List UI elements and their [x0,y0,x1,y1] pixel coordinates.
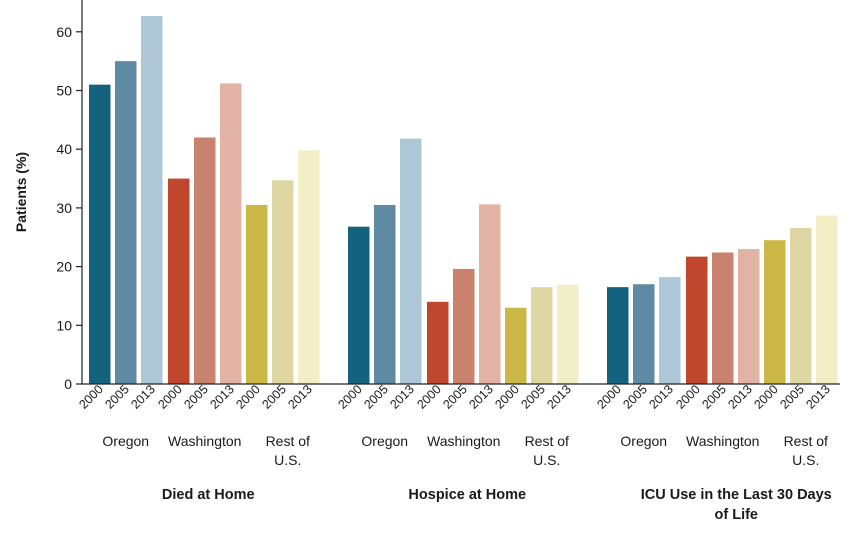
region-label: Oregon [620,433,667,449]
region-label: Washington [427,433,500,449]
bar [89,84,111,384]
bar [400,138,422,384]
bar [115,61,137,385]
x-tick-label: 2013 [128,382,158,412]
region-label: U.S. [274,452,301,468]
y-tick-label: 50 [56,83,72,99]
y-tick-label: 20 [56,259,72,275]
x-tick-label: 2013 [466,382,496,412]
y-tick-label: 30 [56,200,72,216]
bar [348,226,370,384]
bar [427,301,449,384]
x-tick-label: 2005 [699,382,729,412]
region-label: U.S. [792,452,819,468]
bar [607,287,629,384]
region-label: Rest of [784,433,828,449]
bar [272,180,294,384]
bar [374,204,396,384]
panel-title: ICU Use in the Last 30 Days [641,487,832,503]
panel-title: Died at Home [162,487,255,503]
panel-title: Hospice at Home [408,487,526,503]
bar [531,287,553,384]
bar [816,215,838,384]
bar [194,137,216,384]
bar [220,83,242,385]
bar [479,204,501,384]
bar [633,284,655,384]
bar [790,227,812,384]
x-tick-label: 2005 [181,382,211,412]
bar [659,277,681,384]
y-axis-label: Patients (%) [13,152,29,232]
region-label: Rest of [525,433,569,449]
bars [89,15,838,385]
bar [738,248,760,384]
x-tick-label: 2000 [594,382,624,412]
bar [246,204,268,384]
x-tick-label: 2013 [285,382,315,412]
x-tick-label: 2013 [544,382,574,412]
bar [298,150,320,384]
bar [557,284,579,384]
y-axis: 0 10 20 30 40 50 60 [56,0,83,392]
x-tick-label: 2013 [646,382,676,412]
x-tick-label: 2000 [751,382,781,412]
x-tick-label: 2005 [259,382,289,412]
bar [141,15,163,385]
region-label: Oregon [102,433,149,449]
region-labels: Oregon Washington Rest of U.S. Oregon Washing… [102,433,828,468]
y-tick-label: 40 [56,141,72,157]
x-tick-label: 2000 [155,382,185,412]
panel-title: of Life [715,507,759,523]
x-tick-label: 2005 [777,382,807,412]
region-label: U.S. [533,452,560,468]
y-tick-label: 60 [56,24,72,40]
bar [686,256,708,384]
x-tick-label: 2005 [518,382,548,412]
bar [168,178,190,384]
x-tick-label: 2000 [492,382,522,412]
x-tick-label: 2005 [440,382,470,412]
x-tick-label: 2000 [233,382,263,412]
region-label: Oregon [361,433,408,449]
region-label: Washington [686,433,759,449]
x-tick-label: 2013 [803,382,833,412]
x-tick-label: 2000 [76,382,106,412]
y-tick-label: 10 [56,317,72,333]
region-label: Rest of [266,433,310,449]
x-tick-label: 2013 [725,382,755,412]
x-tick-label: 2013 [207,382,237,412]
x-tick-label: 2005 [620,382,650,412]
x-tick-label: 2013 [387,382,417,412]
bar [764,240,786,384]
region-label: Washington [168,433,241,449]
x-tick-label: 2005 [361,382,391,412]
x-tick-label: 2000 [673,382,703,412]
bar [453,268,475,384]
panel-titles: Died at Home Hospice at Home ICU Use in th… [162,487,832,523]
bar [712,252,734,384]
bar [505,307,527,384]
y-tick-label: 0 [64,376,72,392]
x-tick-label: 2000 [335,382,365,412]
x-tick-label: 2005 [102,382,132,412]
x-tick-label: 2000 [414,382,444,412]
